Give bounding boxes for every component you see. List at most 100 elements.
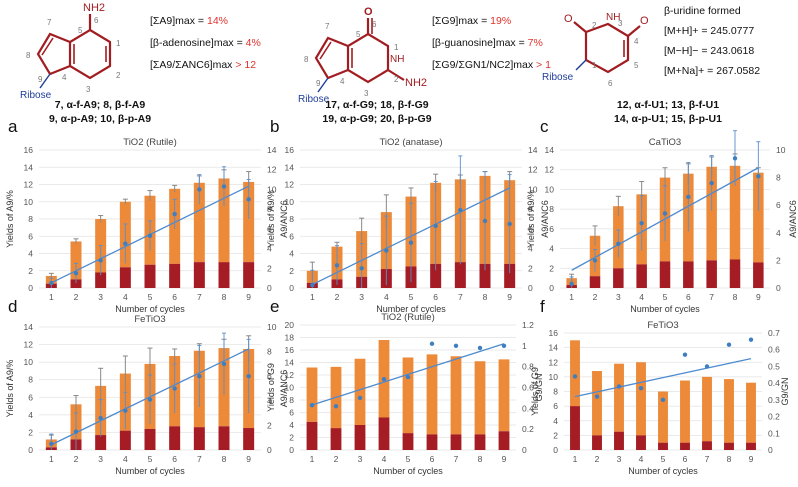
- y-tick-label: 10: [24, 197, 34, 207]
- bar-beta: [474, 434, 486, 450]
- ratio-point: [123, 408, 128, 413]
- y-tick-label: 8: [289, 395, 294, 405]
- ratio-point: [73, 271, 79, 276]
- bar-total: [746, 382, 756, 443]
- bar-beta: [683, 261, 694, 288]
- x-tick-label: 8: [478, 454, 483, 464]
- y2-tick-label: 6: [267, 224, 272, 234]
- ring-number: 2: [394, 75, 399, 84]
- ratio-point: [756, 174, 761, 179]
- x-tick-label: 2: [74, 454, 79, 464]
- ratio-point: [433, 223, 438, 229]
- bar-beta: [430, 263, 442, 288]
- bar-total: [70, 241, 82, 280]
- compound-caption: 14, α-p-U1; 15, β-p-U1: [614, 113, 722, 125]
- bar-beta: [243, 428, 255, 450]
- bar-beta: [193, 427, 205, 450]
- ring-number: 5: [634, 61, 639, 70]
- bar-beta: [218, 262, 230, 288]
- ratio-point: [616, 241, 621, 247]
- bar-total: [702, 376, 712, 442]
- y2-tick-label: 6: [267, 371, 272, 381]
- bar-total: [724, 379, 734, 443]
- compound-caption: 7, α-f-A9; 8, β-f-A9: [55, 99, 146, 111]
- ratio-point: [501, 343, 507, 349]
- nh-label: NH: [390, 54, 404, 65]
- y2-tick-label: 6: [776, 200, 781, 210]
- ring-number: 6: [94, 16, 99, 25]
- y-tick-label: 10: [285, 383, 295, 393]
- bar-beta: [218, 426, 230, 450]
- y2-tick-label: 0.8: [522, 362, 534, 372]
- x-tick-label: 8: [727, 454, 732, 464]
- y2-tick-label: 0.4: [768, 378, 780, 388]
- x-tick-label: 7: [197, 454, 202, 464]
- ring-number: 3: [364, 89, 369, 98]
- ratio-point: [429, 341, 435, 346]
- panel-letter: c: [540, 117, 549, 136]
- y-tick-label: 4: [553, 416, 558, 426]
- y-tick-label: 2: [289, 433, 294, 443]
- amine-label: NH2: [405, 77, 427, 89]
- x-tick-label: 3: [98, 454, 103, 464]
- x-tick-label: 9: [507, 292, 512, 302]
- x-tick-label: 2: [595, 454, 600, 464]
- y2-tick-label: 4: [267, 396, 272, 406]
- bar-beta: [144, 428, 156, 450]
- ring-number: 8: [304, 55, 309, 64]
- bar-total: [592, 371, 602, 436]
- info-text: [β-adenosine]max =: [150, 37, 246, 49]
- info-line: [β-guanosine]max = 7%: [432, 37, 543, 49]
- panel-letter: e: [270, 297, 279, 316]
- trend-line: [574, 357, 752, 398]
- y-tick-label: 10: [285, 197, 295, 207]
- y2-tick-label: 2: [776, 255, 781, 265]
- bar-beta: [729, 259, 741, 288]
- ratio-point: [686, 194, 691, 200]
- compound-caption: 17, α-f-G9; 18, β-f-G9: [325, 99, 428, 111]
- info-value: 7%: [528, 37, 543, 49]
- ring-number: 1: [592, 61, 597, 70]
- y2-tick-label: 0.4: [522, 403, 534, 413]
- x-tick-label: 6: [686, 292, 691, 302]
- bar-beta: [402, 433, 414, 450]
- ribose-label: Ribose: [20, 90, 52, 101]
- y-tick-label: 16: [549, 328, 559, 338]
- y2-tick-label: 0.7: [768, 328, 780, 338]
- double-bond: [41, 37, 54, 56]
- y-tick-label: 2: [28, 427, 33, 437]
- bar-beta: [614, 431, 624, 450]
- y2-tick-label: 2: [267, 263, 272, 273]
- y-tick-label: 2: [549, 263, 554, 273]
- bar-total: [614, 363, 624, 432]
- bar-beta: [659, 261, 671, 288]
- y2-axis-label: A9/ANC6: [279, 200, 289, 238]
- guanosine-structure: O NH2 NH Ribose 7 5 6 1 2 3 4 9 8: [298, 6, 427, 105]
- bar-beta: [504, 263, 516, 288]
- y-axis-label: Yields of A9/%: [266, 190, 276, 248]
- imidazole-ring: [36, 32, 71, 76]
- y2-tick-label: 10: [776, 145, 786, 155]
- bar-beta: [243, 262, 255, 288]
- ratio-point: [592, 258, 598, 263]
- x-tick-label: 6: [430, 454, 435, 464]
- y-axis-label: Yields of A9/%: [526, 190, 536, 248]
- y-tick-label: 0: [28, 283, 33, 293]
- ratio-point: [482, 218, 488, 224]
- ratio-point: [458, 207, 463, 213]
- y2-tick-label: 4: [776, 228, 781, 238]
- bar-beta: [169, 426, 181, 450]
- y-tick-label: 4: [28, 410, 33, 420]
- bar-beta: [753, 262, 764, 288]
- y-tick-label: 14: [24, 322, 34, 332]
- y2-tick-label: 0.5: [768, 361, 780, 371]
- ratio-point: [246, 374, 251, 379]
- ring-number: 1: [394, 43, 399, 52]
- x-tick-label: 5: [661, 454, 666, 464]
- ring-number: 4: [340, 77, 345, 86]
- ratio-point: [73, 429, 79, 434]
- x-tick-label: 6: [683, 454, 688, 464]
- x-axis-label: Number of cycles: [630, 304, 700, 314]
- x-tick-label: 7: [458, 292, 463, 302]
